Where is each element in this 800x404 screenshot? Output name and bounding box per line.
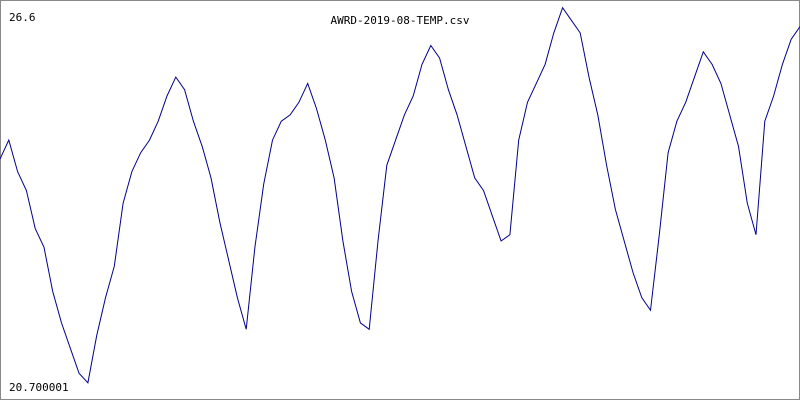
y-min-label: 20.700001 [9,381,69,394]
y-max-label: 26.6 [9,11,36,24]
series-line-0 [0,6,800,384]
series-group [0,6,800,384]
chart-title: AWRD-2019-08-TEMP.csv [330,14,469,27]
